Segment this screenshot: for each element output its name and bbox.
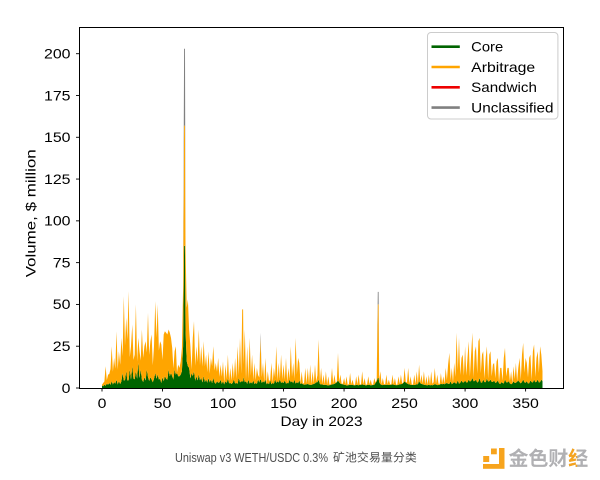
svg-text:200: 200	[331, 395, 358, 411]
svg-text:200: 200	[44, 46, 71, 62]
svg-text:250: 250	[391, 395, 418, 411]
svg-text:Volume, $ million: Volume, $ million	[23, 149, 39, 277]
svg-text:Day in 2023: Day in 2023	[281, 413, 363, 429]
svg-text:125: 125	[44, 171, 71, 187]
svg-text:75: 75	[53, 254, 71, 270]
svg-text:100: 100	[44, 213, 71, 229]
svg-text:0: 0	[98, 395, 107, 411]
svg-text:300: 300	[452, 395, 479, 411]
svg-text:150: 150	[270, 395, 297, 411]
svg-text:150: 150	[44, 129, 71, 145]
svg-text:50: 50	[154, 395, 172, 411]
svg-text:Unclassified: Unclassified	[471, 100, 553, 116]
svg-text:Arbitrage: Arbitrage	[471, 59, 535, 75]
svg-text:Sandwich: Sandwich	[471, 79, 537, 95]
svg-text:175: 175	[44, 87, 71, 103]
svg-text:50: 50	[53, 296, 71, 312]
svg-text:Core: Core	[471, 39, 503, 55]
svg-text:350: 350	[512, 395, 539, 411]
svg-text:25: 25	[53, 338, 71, 354]
svg-text:0: 0	[62, 380, 71, 396]
svg-text:Uniswap v3 WETH/USDC 0.3%: Uniswap v3 WETH/USDC 0.3%	[175, 450, 328, 465]
svg-text:100: 100	[210, 395, 237, 411]
